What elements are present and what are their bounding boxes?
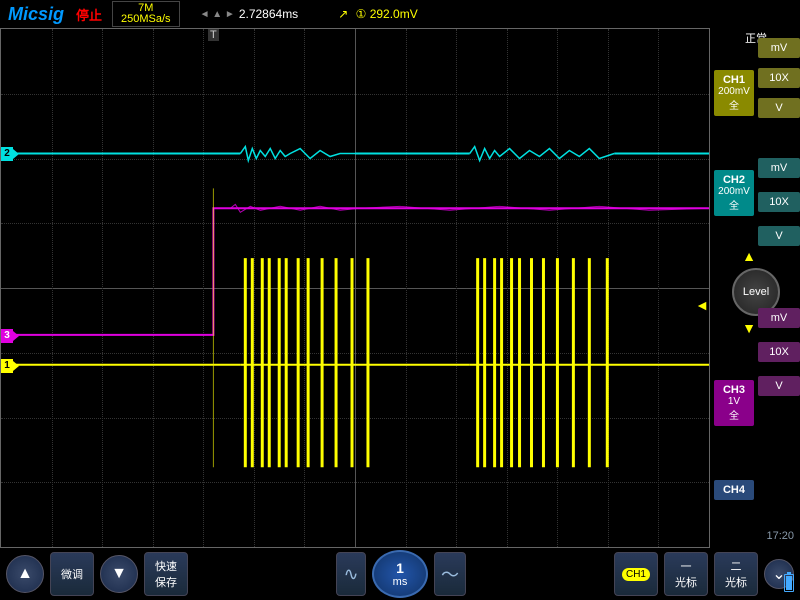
ch2-v-button[interactable]: V (758, 226, 800, 246)
ch3-mv-button[interactable]: mV (758, 308, 800, 328)
zoom-in-button[interactable]: ∿ (336, 552, 366, 596)
cursor2-label: 光标 (725, 574, 747, 590)
ch3-coupling: 全 (718, 407, 750, 422)
cursor1-label: 光标 (675, 574, 697, 590)
fine-label: 微调 (61, 566, 83, 582)
ch3-info[interactable]: CH3 1V 全 (714, 380, 754, 426)
grid-line (608, 29, 609, 547)
grid-line (557, 29, 558, 547)
trigger-info: ↗ ① 292.0mV (338, 7, 418, 21)
cursor2-button[interactable]: 二 光标 (714, 552, 758, 596)
timebase-button[interactable]: 1 ms (372, 550, 428, 598)
grid-line (658, 29, 659, 547)
level-down-icon[interactable]: ▼ (742, 320, 756, 336)
run-status: 停止 (76, 5, 102, 24)
level-up-icon[interactable]: ▲ (742, 248, 756, 264)
ch1-probe[interactable]: 10X (758, 68, 800, 88)
quicksave-label-1: 快速 (155, 558, 177, 574)
ch1-v-button[interactable]: V (758, 98, 800, 118)
ch3-name: CH3 (718, 384, 750, 396)
ch2-scale: 200mV (718, 186, 750, 197)
ch2-mv-button[interactable]: mV (758, 158, 800, 178)
ch2-probe[interactable]: 10X (758, 192, 800, 212)
grid-line (52, 29, 53, 547)
trigger-position-marker[interactable]: T (208, 29, 219, 41)
right-panel: 正常 CH1 200mV 全 mV 10X V CH2 200mV 全 mV 1… (712, 28, 800, 548)
grid-line (102, 29, 103, 547)
channel-select-button[interactable]: CH1 (614, 552, 658, 596)
wave-expand-icon: 〜 (441, 561, 459, 587)
grid-line (456, 29, 457, 547)
sample-rate: 250MSa/s (121, 14, 171, 25)
triangle-down-icon: ▼ (111, 565, 127, 583)
ch1-marker[interactable]: 1 (1, 359, 13, 373)
ch1-info[interactable]: CH1 200mV 全 (714, 70, 754, 116)
grid-line (254, 29, 255, 547)
grid-line (304, 29, 305, 547)
ch1-coupling: 全 (718, 97, 750, 112)
trigger-slope-icon: ↗ (338, 7, 348, 21)
grid-line (406, 29, 407, 547)
triangle-up-icon: ▲ (17, 565, 33, 583)
ch2-marker[interactable]: 2 (1, 147, 13, 161)
down-button[interactable]: ▼ (100, 555, 138, 593)
bottom-toolbar: ▲ 微调 ▼ 快速 保存 ∿ 1 ms 〜 CH1 一 光标 二 光标 ⌄ (0, 548, 800, 600)
time-position-value: 2.72864ms (239, 7, 298, 21)
ch3-v-button[interactable]: V (758, 376, 800, 396)
logo: Micsig (0, 4, 72, 25)
time-arrows-icon: ◄ ▲ ► (200, 9, 235, 20)
grid-line (153, 29, 154, 547)
wave-compress-icon: ∿ (343, 564, 358, 585)
trigger-level-value: 292.0mV (370, 7, 418, 21)
ch3-probe[interactable]: 10X (758, 342, 800, 362)
ch1-name: CH1 (718, 74, 750, 86)
ch4-info[interactable]: CH4 (714, 480, 754, 500)
cursor1-button[interactable]: 一 光标 (664, 552, 708, 596)
acquisition-info: 7M 250MSa/s (112, 1, 180, 27)
ch2-info[interactable]: CH2 200mV 全 (714, 170, 754, 216)
trigger-source: ① (356, 7, 367, 21)
zoom-out-button[interactable]: 〜 (434, 552, 466, 596)
ch3-scale: 1V (718, 396, 750, 407)
cursor2-icon: 二 (731, 558, 742, 574)
quicksave-label-2: 保存 (155, 574, 177, 590)
quicksave-button[interactable]: 快速 保存 (144, 552, 188, 596)
ch4-name: CH4 (718, 484, 750, 496)
waveform-display[interactable]: T (0, 28, 710, 548)
grid-line (507, 29, 508, 547)
grid-line (203, 29, 204, 547)
ch3-marker[interactable]: 3 (1, 329, 13, 343)
time-position: ◄ ▲ ► 2.72864ms (200, 7, 299, 21)
cursor1-icon: 一 (681, 558, 692, 574)
timebase-unit: ms (393, 576, 408, 588)
ch1-scale: 200mV (718, 86, 750, 97)
ch2-coupling: 全 (718, 197, 750, 212)
grid-center-v (355, 29, 356, 547)
timebase-value: 1 (396, 560, 404, 576)
clock: 17:20 (766, 530, 794, 542)
ch1-mv-button[interactable]: mV (758, 38, 800, 58)
battery-icon (784, 574, 794, 592)
up-button[interactable]: ▲ (6, 555, 44, 593)
ch-label: CH1 (622, 568, 650, 581)
fine-button[interactable]: 微调 (50, 552, 94, 596)
trigger-level-pointer[interactable]: ◄ (695, 297, 709, 313)
ch2-name: CH2 (718, 174, 750, 186)
